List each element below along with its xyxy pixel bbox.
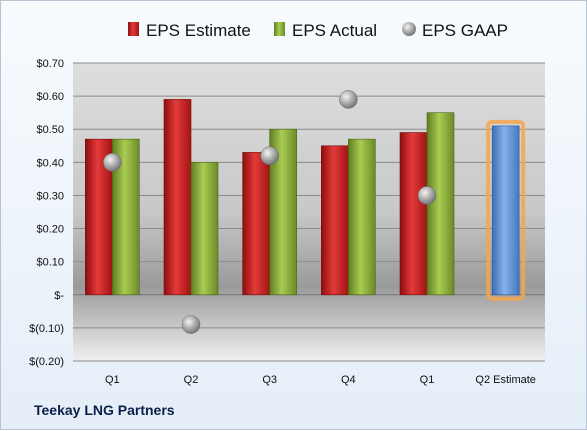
marker-eps-gaap: [181, 315, 201, 334]
legend-swatch-actual: [274, 22, 285, 36]
y-tick-label: $0.30: [36, 190, 64, 202]
y-tick-label: $-: [54, 290, 64, 302]
forecast-highlight-outline: [486, 119, 526, 301]
y-tick-label: $0.60: [36, 91, 64, 103]
x-category-label: Q2 Estimate: [475, 374, 536, 386]
legend-marker-gaap: [402, 22, 416, 36]
legend-swatch-estimate: [128, 22, 139, 36]
bar-eps-estimate: [163, 99, 192, 296]
x-category-label: Q3: [262, 374, 277, 386]
legend: EPS Estimate EPS Actual EPS GAAP: [128, 21, 508, 40]
legend-label-actual: EPS Actual: [292, 21, 377, 40]
marker-eps-gaap: [260, 146, 279, 165]
legend-label-gaap: EPS GAAP: [422, 21, 508, 40]
y-tick-label: $0.70: [36, 58, 64, 70]
bar-eps-estimate-forecast: [491, 125, 520, 296]
bar-eps-estimate: [321, 145, 349, 296]
x-category-label: Q2: [184, 374, 199, 386]
bar-eps-estimate: [242, 152, 270, 296]
y-tick-label: $0.10: [36, 257, 64, 269]
bars: [85, 99, 526, 301]
bar-eps-actual: [426, 112, 455, 296]
x-category-label: Q1: [105, 374, 120, 386]
grid: [73, 62, 545, 362]
bar-eps-estimate: [399, 132, 428, 296]
bar-eps-actual: [190, 162, 219, 296]
y-tick-label: $0.40: [36, 157, 64, 169]
marker-eps-gaap: [417, 186, 437, 205]
y-tick-label: $(0.20): [29, 356, 64, 368]
bar-eps-actual: [348, 138, 376, 296]
y-tick-label: $0.50: [36, 124, 64, 136]
company-name: Teekay LNG Partners: [34, 402, 175, 418]
y-tick-label: $(0.10): [29, 323, 64, 335]
x-category-label: Q1: [420, 374, 435, 386]
x-category-label: Q4: [341, 374, 356, 386]
legend-label-estimate: EPS Estimate: [146, 21, 251, 40]
plot-area: [73, 63, 545, 361]
x-axis-categories: Q1 Q2 Q3 Q4 Q1 Q2 Estimate: [105, 374, 536, 386]
y-axis-ticks: $0.70 $0.60 $0.50 $0.40 $0.30 $0.20 $0.10 $- $(0…: [29, 58, 64, 368]
marker-eps-gaap: [103, 153, 122, 172]
y-tick-label: $0.20: [36, 224, 64, 236]
gaap-markers: [103, 90, 437, 334]
marker-eps-gaap: [339, 90, 358, 109]
